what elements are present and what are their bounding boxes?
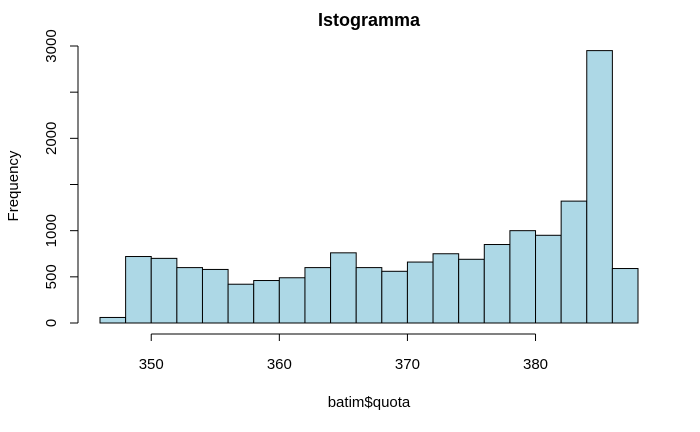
y-axis-label: Frequency	[5, 150, 22, 221]
x-tick-label-1: 360	[267, 356, 292, 373]
histogram-bar-5	[227, 283, 255, 324]
x-tick-label-2: 370	[395, 356, 420, 373]
histogram-bar-17	[535, 234, 562, 324]
y-tick-label-2: 1000	[43, 214, 60, 247]
histogram-bar-3	[176, 267, 203, 324]
y-tick-label-6: 3000	[43, 29, 60, 62]
histogram-bar-19	[586, 50, 613, 324]
chart-title: Istogramma	[318, 10, 421, 30]
histogram-bar-8	[304, 267, 332, 324]
histogram-bar-7	[278, 277, 306, 324]
histogram-bar-12	[406, 261, 434, 324]
histogram-bar-14	[458, 258, 485, 324]
histogram-bar-4	[201, 268, 229, 324]
histogram-bar-9	[330, 252, 357, 324]
y-tick-label-1: 500	[43, 264, 60, 289]
x-tick-label-0: 350	[139, 356, 164, 373]
histogram-bar-20	[611, 268, 639, 324]
histogram-bar-10	[355, 267, 383, 324]
histogram-bar-13	[432, 253, 460, 324]
y-axis: 0 500 1000 2000 3000	[43, 29, 79, 327]
x-axis-label: batim$quota	[328, 394, 411, 411]
histogram-bar-6	[253, 280, 280, 324]
y-tick-label-0: 0	[43, 319, 60, 327]
histogram-bar-16	[509, 230, 537, 324]
histogram-bar-1	[125, 256, 152, 324]
y-tick-label-4: 2000	[43, 122, 60, 155]
bars-group	[99, 50, 639, 324]
histogram-bar-11	[381, 270, 408, 324]
x-axis: 350 360 370 380	[139, 333, 548, 373]
x-tick-label-3: 380	[523, 356, 548, 373]
histogram-bar-15	[483, 244, 511, 324]
histogram-bar-2	[150, 257, 178, 324]
histogram-bar-18	[560, 200, 588, 324]
histogram-bar-0	[99, 316, 127, 324]
